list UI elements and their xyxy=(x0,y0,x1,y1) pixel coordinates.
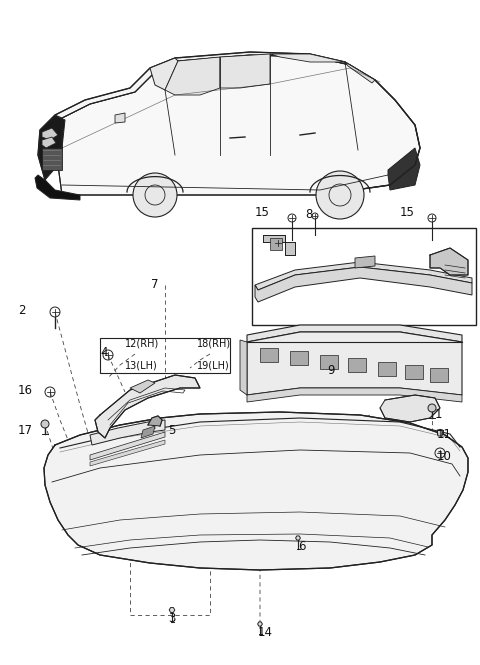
Polygon shape xyxy=(270,54,345,62)
Polygon shape xyxy=(240,340,247,395)
Polygon shape xyxy=(247,332,462,395)
Polygon shape xyxy=(148,416,162,426)
Text: 13(LH): 13(LH) xyxy=(125,360,158,370)
Circle shape xyxy=(133,173,177,217)
Text: 17: 17 xyxy=(18,424,33,436)
Polygon shape xyxy=(35,175,80,200)
Polygon shape xyxy=(141,426,155,438)
Bar xyxy=(100,338,230,373)
Text: 19(LH): 19(LH) xyxy=(197,360,230,370)
Bar xyxy=(378,362,396,376)
Text: 1: 1 xyxy=(435,408,443,422)
Polygon shape xyxy=(55,68,155,118)
Text: 9: 9 xyxy=(327,364,335,376)
Text: 7: 7 xyxy=(151,279,159,291)
Text: 2: 2 xyxy=(18,303,25,317)
Polygon shape xyxy=(263,235,295,255)
Text: 16: 16 xyxy=(18,384,33,396)
Text: 8: 8 xyxy=(305,209,312,221)
Polygon shape xyxy=(430,248,468,275)
Polygon shape xyxy=(169,608,175,612)
Text: 5: 5 xyxy=(168,424,175,436)
Text: 4: 4 xyxy=(100,346,108,358)
Bar xyxy=(42,148,62,170)
Bar xyxy=(252,228,476,325)
Bar xyxy=(320,355,338,369)
Text: 18(RH): 18(RH) xyxy=(197,338,231,348)
Polygon shape xyxy=(90,440,165,466)
Text: 15: 15 xyxy=(400,205,415,219)
Circle shape xyxy=(428,404,436,412)
Polygon shape xyxy=(165,57,220,95)
Text: 15: 15 xyxy=(255,205,270,219)
Circle shape xyxy=(316,171,364,219)
Bar xyxy=(430,368,448,382)
Bar xyxy=(405,365,423,379)
Text: 12(RH): 12(RH) xyxy=(125,338,159,348)
Polygon shape xyxy=(90,432,165,460)
Circle shape xyxy=(41,420,49,428)
Bar xyxy=(260,348,278,362)
Bar xyxy=(290,351,308,365)
Text: 6: 6 xyxy=(298,541,305,553)
Polygon shape xyxy=(247,325,462,342)
Polygon shape xyxy=(115,113,125,123)
Text: 3: 3 xyxy=(168,612,175,624)
Polygon shape xyxy=(95,375,200,438)
Polygon shape xyxy=(130,380,155,393)
Polygon shape xyxy=(150,52,350,71)
Polygon shape xyxy=(255,267,472,302)
Polygon shape xyxy=(90,420,165,445)
Bar xyxy=(348,358,366,372)
Polygon shape xyxy=(258,622,263,626)
Polygon shape xyxy=(42,128,58,140)
Text: 14: 14 xyxy=(258,626,273,638)
Polygon shape xyxy=(220,54,270,88)
Polygon shape xyxy=(437,430,443,436)
Polygon shape xyxy=(44,412,468,570)
Polygon shape xyxy=(345,62,375,83)
Polygon shape xyxy=(247,388,462,402)
Text: 10: 10 xyxy=(437,450,452,464)
Polygon shape xyxy=(58,55,420,195)
Polygon shape xyxy=(355,256,375,268)
Polygon shape xyxy=(380,395,440,422)
Polygon shape xyxy=(296,536,300,540)
Polygon shape xyxy=(150,58,178,90)
Polygon shape xyxy=(255,262,472,290)
Polygon shape xyxy=(388,148,420,190)
Text: 11: 11 xyxy=(437,428,452,442)
Polygon shape xyxy=(42,137,56,148)
Polygon shape xyxy=(38,115,65,180)
Polygon shape xyxy=(270,238,282,250)
